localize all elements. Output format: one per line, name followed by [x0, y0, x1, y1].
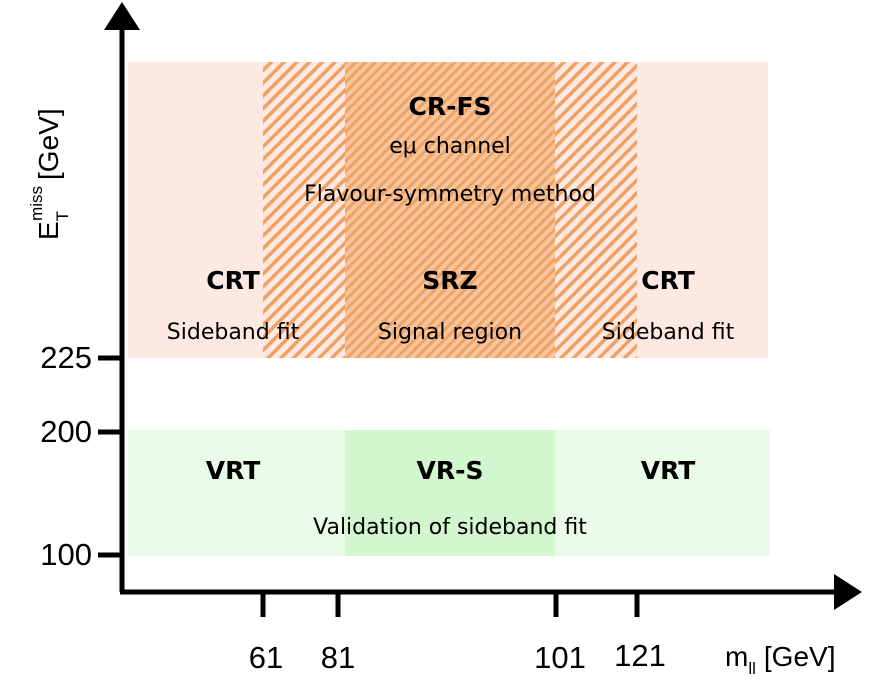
signal-region — [345, 62, 555, 358]
y-tick-label: 200 — [40, 414, 92, 449]
x-tick-label: 81 — [321, 640, 355, 675]
y-tick-label: 100 — [40, 537, 92, 572]
y-symbol: E — [33, 221, 64, 240]
x-arrow — [834, 574, 862, 610]
x-tick-label: 101 — [534, 640, 586, 675]
region-name: VRT — [641, 456, 696, 485]
y-subscript: T — [53, 211, 72, 221]
region-name: CRT — [206, 266, 260, 295]
hatched-region — [555, 62, 637, 358]
region-desc: Sideband fit — [167, 320, 300, 345]
y-unit: [GeV] — [33, 108, 64, 180]
region-desc: Sideband fit — [602, 320, 735, 345]
tick-labels: 225 200 100 61 81 101 121 — [40, 340, 666, 675]
region-name: VR-S — [417, 456, 484, 485]
vr-s-region — [345, 430, 555, 556]
x-subscript: ll — [748, 659, 756, 678]
x-symbol: m — [725, 641, 748, 672]
y-tick-label: 225 — [40, 340, 92, 375]
region-name: VRT — [206, 456, 261, 485]
x-tick-label: 61 — [249, 640, 283, 675]
region-desc: Flavour-symmetry method — [304, 182, 596, 207]
region-name: SRZ — [422, 266, 477, 295]
x-axis-label: mll [GeV] — [725, 641, 835, 678]
region-labels: CR-FS eμ channel Flavour-symmetry method… — [167, 92, 735, 540]
x-unit: [GeV] — [764, 641, 836, 672]
y-arrow — [104, 2, 140, 30]
region-desc: eμ channel — [389, 134, 511, 159]
hatched-region — [263, 62, 345, 358]
region-name: CRT — [641, 266, 695, 295]
region-name: CR-FS — [408, 92, 491, 121]
x-tick-label: 121 — [614, 638, 666, 673]
axes — [98, 2, 862, 617]
region-desc: Signal region — [378, 320, 522, 345]
y-axis-label: ETmiss [GeV] — [27, 108, 72, 240]
y-superscript: miss — [27, 186, 46, 221]
region-desc: Validation of sideband fit — [313, 515, 587, 540]
regions — [128, 62, 770, 556]
